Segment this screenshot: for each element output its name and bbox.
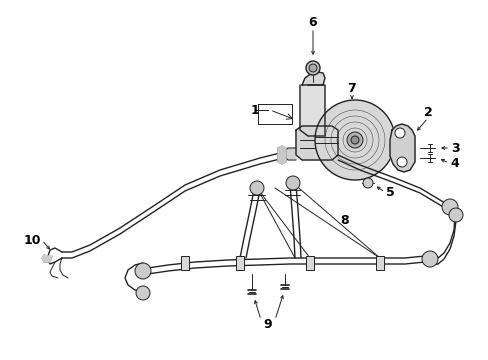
Bar [305,256,313,270]
Circle shape [249,181,264,195]
Circle shape [394,128,404,138]
Polygon shape [389,124,414,172]
Circle shape [396,157,406,167]
Text: 10: 10 [23,234,41,247]
Circle shape [305,61,319,75]
Circle shape [350,136,358,144]
Polygon shape [295,126,337,160]
Circle shape [308,64,316,72]
Polygon shape [302,72,325,85]
Polygon shape [284,148,295,160]
Circle shape [135,263,151,279]
Text: 9: 9 [263,319,272,332]
Polygon shape [42,255,52,262]
Text: 1: 1 [250,104,259,117]
Circle shape [285,176,299,190]
Text: 2: 2 [423,105,431,118]
Text: 6: 6 [308,15,317,28]
Text: 5: 5 [385,185,393,198]
Text: 7: 7 [347,81,356,95]
Circle shape [346,132,362,148]
Bar [181,256,189,270]
Polygon shape [278,146,285,164]
Circle shape [448,208,462,222]
Bar [236,256,244,270]
Circle shape [314,100,394,180]
Circle shape [441,199,457,215]
Bar [375,256,383,270]
Polygon shape [299,85,325,136]
Circle shape [421,251,437,267]
Circle shape [136,286,150,300]
Text: 4: 4 [450,157,458,170]
Circle shape [362,178,372,188]
Text: 3: 3 [450,141,458,154]
Text: 8: 8 [340,213,348,226]
